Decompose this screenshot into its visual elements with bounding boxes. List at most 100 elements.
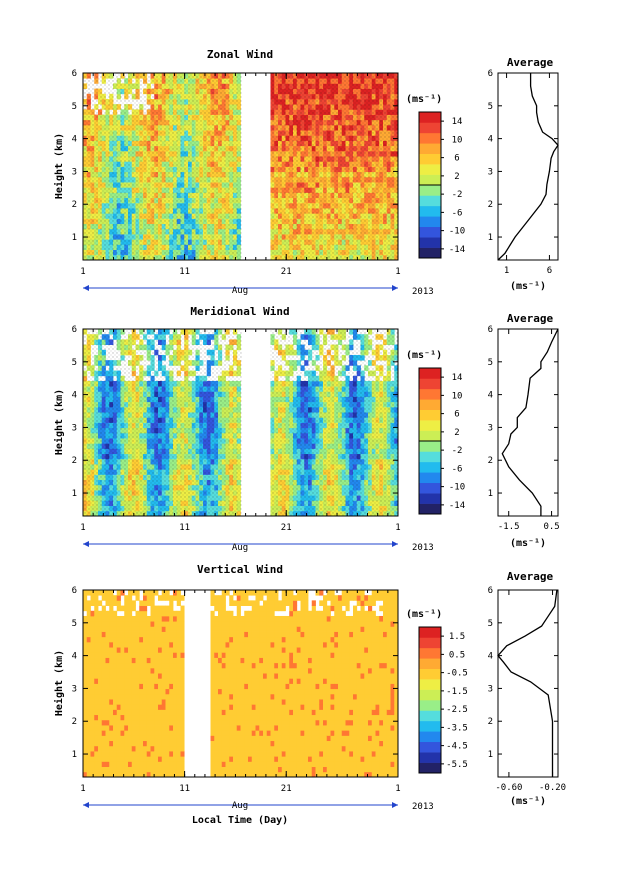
- zonal-wind-average-x-tick-label: 6: [547, 266, 552, 276]
- vertical-wind-colorbar-tick-label: -3.5: [446, 723, 468, 733]
- meridional-wind-colorbar-swatch: [419, 420, 441, 431]
- meridional-wind-hatch: [83, 329, 398, 516]
- vertical-wind-average-title: Average: [507, 570, 554, 583]
- meridional-wind-colorbar-swatch: [419, 503, 441, 515]
- meridional-wind-colorbar-tick-label: 2: [454, 428, 459, 438]
- zonal-wind-average-unit: (ms⁻¹): [510, 281, 546, 292]
- vertical-wind-time-bar: [83, 802, 398, 808]
- meridional-wind-colorbar-swatch: [419, 451, 441, 463]
- vertical-wind-colorbar-swatch: [419, 710, 441, 722]
- meridional-wind-colorbar-tick-label: -2: [452, 446, 463, 456]
- vertical-wind-average-y-tick-label: 3: [488, 684, 493, 694]
- zonal-wind-average-line: [497, 73, 559, 261]
- zonal-wind-average-title: Average: [507, 56, 554, 69]
- meridional-wind-time-bar: [83, 541, 398, 547]
- zonal-wind-colorbar-tick-label: 14: [452, 117, 463, 127]
- vertical-wind-average-y-tick-label: 5: [488, 619, 493, 629]
- meridional-wind-colorbar: [418, 367, 442, 515]
- vertical-wind-average-x-ticks: -0.60 -0.20: [495, 590, 566, 793]
- meridional-wind-colorbar-swatch: [419, 472, 441, 484]
- vertical-wind-colorbar-swatch: [419, 658, 441, 670]
- meridional-wind-x-tick-label: 1: [395, 523, 400, 533]
- meridional-wind-x-tick-label: 21: [281, 523, 292, 533]
- vertical-wind-colorbar-swatch: [419, 689, 441, 701]
- zonal-wind-y-tick-label: 5: [72, 102, 77, 112]
- zonal-wind-y-tick-label: 1: [72, 233, 77, 243]
- vertical-wind-y-tick-label: 4: [72, 652, 77, 662]
- meridional-wind-y-tick-label: 2: [72, 456, 77, 466]
- meridional-wind-average-y-ticks: 1 2 3 4 5 6: [488, 325, 558, 499]
- zonal-wind-heatmap: [83, 73, 399, 261]
- meridional-wind-average-frame: [497, 328, 559, 517]
- meridional-wind-heatmap: [83, 329, 399, 517]
- meridional-wind-average-y-tick-label: 3: [488, 423, 493, 433]
- meridional-wind-average-unit: (ms⁻¹): [510, 538, 546, 549]
- zonal-wind-colorbar-swatch: [419, 122, 441, 134]
- zonal-wind-colorbar-swatch: [419, 237, 441, 248]
- meridional-wind-month-label: Aug: [232, 543, 248, 553]
- zonal-wind-y-tick-label: 4: [72, 135, 77, 145]
- zonal-wind-colorbar-swatch: [419, 247, 441, 259]
- vertical-wind-y-tick-label: 1: [72, 750, 77, 760]
- zonal-wind-colorbar-swatch: [419, 216, 441, 228]
- zonal-wind-average-y-tick-label: 4: [488, 135, 493, 145]
- zonal-wind-x-tick-label: 21: [281, 267, 292, 277]
- zonal-wind-y-tick-label: 6: [72, 69, 77, 79]
- meridional-wind-average-x-tick-label: -1.5: [498, 522, 520, 532]
- zonal-wind-colorbar-tick-label: -2: [452, 190, 463, 200]
- meridional-wind-plot-frame: [82, 328, 399, 517]
- vertical-wind-x-tick-label: 1: [395, 784, 400, 794]
- vertical-wind-colorbar-ticks: 1.5 0.5 -0.5 -1.5 -2.5 -3.5 -4.5 -5.5: [441, 632, 468, 770]
- zonal-wind-month-label: Aug: [232, 286, 248, 296]
- zonal-wind-data-gap: [241, 73, 270, 260]
- vertical-wind-colorbar-tick-label: -1.5: [446, 687, 468, 697]
- zonal-wind-average-x-tick-label: 1: [504, 266, 509, 276]
- meridional-wind-y-tick-label: 4: [72, 391, 77, 401]
- vertical-wind-average-y-tick-label: 2: [488, 717, 493, 727]
- zonal-wind-colorbar-swatch: [419, 132, 441, 144]
- vertical-wind-average-x-tick-label: -0.20: [539, 783, 566, 793]
- meridional-wind-colorbar-swatch: [419, 461, 441, 473]
- meridional-wind-colorbar-swatch: [419, 493, 441, 504]
- zonal-wind-colorbar-swatch: [419, 143, 441, 155]
- meridional-wind-colorbar-swatch: [419, 368, 441, 379]
- vertical-wind-average-y-tick-label: 6: [488, 586, 493, 596]
- vertical-wind-x-tick-label: 21: [281, 784, 292, 794]
- zonal-wind-colorbar-tick-label: -10: [449, 227, 465, 237]
- meridional-wind-colorbar-swatch: [419, 378, 441, 390]
- vertical-wind-y-ticks: 1 2 3 4 5 6: [72, 586, 398, 760]
- vertical-wind-colorbar-tick-label: 0.5: [449, 650, 465, 660]
- zonal-wind-colorbar-swatch: [419, 226, 441, 238]
- vertical-wind-x-tick-label: 1: [80, 784, 85, 794]
- vertical-wind-colorbar-tick-label: -4.5: [446, 742, 468, 752]
- meridional-wind-colorbar-tick-label: -6: [452, 464, 463, 474]
- zonal-wind-colorbar-swatch: [419, 195, 441, 207]
- meridional-wind-average-y-tick-label: 5: [488, 358, 493, 368]
- vertical-wind-plot-frame: [82, 589, 399, 778]
- meridional-wind-average-y-tick-label: 1: [488, 489, 493, 499]
- zonal-wind-colorbar-tick-label: -6: [452, 208, 463, 218]
- meridional-wind-colorbar-swatch: [419, 399, 441, 411]
- vertical-wind-data-gap: [184, 590, 209, 777]
- vertical-wind-colorbar-tick-label: 1.5: [449, 632, 465, 642]
- vertical-wind-heatmap: [83, 590, 399, 778]
- vertical-wind-x-axis-label: Local Time (Day): [192, 814, 288, 826]
- zonal-wind-hatch: [83, 73, 398, 260]
- zonal-wind-average-y-tick-label: 1: [488, 233, 493, 243]
- zonal-wind-x-tick-label: 11: [179, 267, 190, 277]
- meridional-wind-average-y-tick-label: 4: [488, 391, 493, 401]
- zonal-wind-colorbar-swatch: [419, 174, 441, 186]
- meridional-wind-colorbar-tick-label: -14: [449, 501, 465, 511]
- vertical-wind-colorbar-swatch: [419, 762, 441, 774]
- meridional-wind-average-y-tick-label: 2: [488, 456, 493, 466]
- meridional-wind-colorbar-swatch: [419, 409, 441, 421]
- meridional-wind-average-line: [501, 328, 559, 516]
- vertical-wind-y-axis-label: Height (km): [53, 650, 65, 716]
- vertical-wind-colorbar-swatch: [419, 741, 441, 753]
- meridional-wind-y-tick-label: 6: [72, 325, 77, 335]
- meridional-wind-y-tick-label: 1: [72, 489, 77, 499]
- vertical-wind-colorbar-unit: (ms⁻¹): [406, 609, 442, 620]
